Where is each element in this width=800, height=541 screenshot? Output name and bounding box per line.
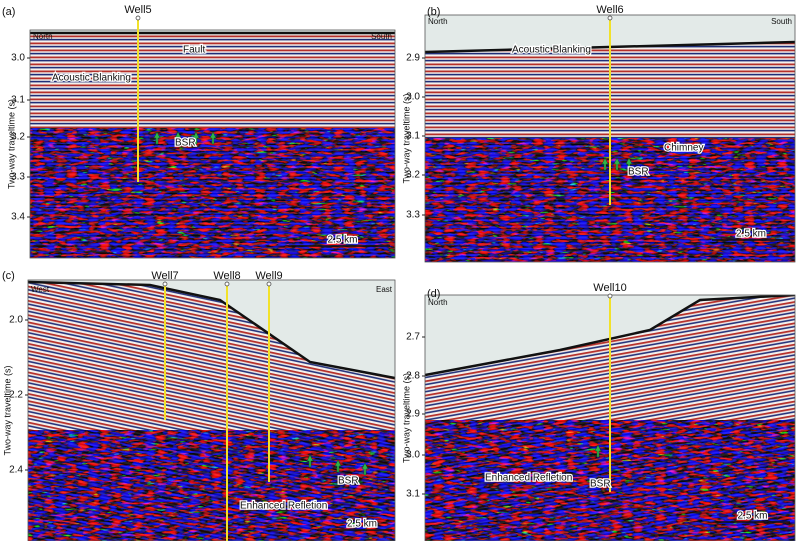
seafloor bbox=[425, 295, 795, 377]
well-label: Well9 bbox=[255, 270, 282, 282]
section bbox=[28, 280, 395, 541]
well-label: Well7 bbox=[151, 270, 178, 282]
frame bbox=[29, 29, 396, 259]
annotation: Enhanced Refletion bbox=[240, 501, 327, 512]
bsr-arrow bbox=[601, 157, 609, 171]
direction: East bbox=[376, 285, 393, 294]
y-axis-label: Two-way traveltime (s) bbox=[2, 365, 12, 455]
y-tick-label: 3.2 bbox=[406, 170, 420, 181]
scale-label: 2.5 km bbox=[737, 511, 767, 522]
chaotic-zone bbox=[30, 128, 395, 258]
bsr-arrow bbox=[153, 131, 161, 145]
well-head bbox=[135, 15, 141, 21]
annotation: BSR bbox=[628, 167, 649, 178]
y-tick-label: 3.2 bbox=[11, 132, 25, 143]
panel-label: (b) bbox=[427, 6, 440, 18]
bsr-arrow bbox=[361, 462, 369, 476]
panel-label: (c) bbox=[2, 270, 15, 282]
well-head bbox=[607, 15, 613, 21]
panel: 3.0 3.1 3.2 3.3 3.4 Two-way traveltime (s) (a)… bbox=[2, 4, 396, 259]
scale-label: 2.5 km bbox=[327, 235, 357, 246]
y-axis-label: Two-way traveltime (s) bbox=[6, 99, 16, 189]
y-tick-label: 3.1 bbox=[406, 489, 420, 500]
y-tick-label: 3.0 bbox=[406, 450, 420, 461]
direction: North bbox=[428, 17, 448, 26]
bsr-arrow bbox=[174, 131, 182, 145]
panel: 2.7 2.8 2.9 3.0 3.1 Two-way traveltime (s) (d)… bbox=[401, 282, 796, 541]
frame bbox=[27, 279, 396, 541]
y-axis-label: Two-way traveltime (s) bbox=[401, 93, 411, 183]
direction: West bbox=[31, 285, 50, 294]
y-tick-label: 2.8 bbox=[406, 371, 420, 382]
y-tick-label: 3.1 bbox=[406, 131, 420, 142]
annotation: BSR bbox=[175, 138, 196, 149]
frame bbox=[424, 14, 796, 263]
y-tick-label: 2.2 bbox=[9, 390, 23, 401]
y-tick-label: 3.0 bbox=[11, 53, 25, 64]
panel: 2.9 3.0 3.1 3.2 3.3 Two-way traveltime (s) (b)… bbox=[401, 4, 796, 263]
scale-label: 2.5 km bbox=[347, 519, 377, 530]
y-tick-label: 3.4 bbox=[11, 212, 25, 223]
well-head bbox=[607, 293, 613, 299]
y-tick-label: 3.1 bbox=[11, 95, 25, 106]
annotation: Acoustic Blanking bbox=[52, 73, 131, 84]
well-label: Well10 bbox=[593, 282, 626, 294]
panel-label: (d) bbox=[427, 288, 440, 300]
annotation: Acoustic Blanking bbox=[512, 45, 591, 56]
scale-label: 2.5 km bbox=[736, 229, 766, 240]
annotation: Enhanced Refletion bbox=[485, 473, 572, 484]
annotation: BSR bbox=[338, 476, 359, 487]
well-head bbox=[224, 281, 230, 287]
y-tick-label: 3.3 bbox=[406, 210, 420, 221]
panel: 2.0 2.2 2.4 Two-way traveltime (s) (c) West Ea… bbox=[2, 270, 396, 541]
annotation: Fault bbox=[183, 45, 205, 56]
y-tick-label: 3.3 bbox=[11, 172, 25, 183]
panel-label: (a) bbox=[2, 6, 15, 18]
bsr-arrow bbox=[306, 454, 314, 468]
well-label: Well8 bbox=[213, 270, 240, 282]
annotation: BSR bbox=[590, 479, 611, 490]
y-tick-label: 2.4 bbox=[9, 465, 23, 476]
well-label: Well5 bbox=[124, 4, 151, 16]
direction: South bbox=[771, 17, 792, 26]
bsr-arrow bbox=[334, 459, 342, 473]
section bbox=[30, 30, 395, 258]
annotation: Chimney bbox=[664, 143, 703, 154]
seafloor bbox=[28, 280, 395, 380]
bsr-arrow bbox=[625, 157, 633, 171]
y-tick-label: 2.7 bbox=[406, 332, 420, 343]
y-tick-label: 2.9 bbox=[406, 53, 420, 64]
y-tick-label: 2.0 bbox=[9, 315, 23, 326]
well-head bbox=[266, 281, 272, 287]
direction: North bbox=[33, 32, 53, 41]
bsr-arrow bbox=[209, 131, 217, 145]
bsr-arrow bbox=[613, 157, 621, 171]
well-label: Well6 bbox=[596, 4, 623, 16]
bsr-arrow bbox=[594, 444, 602, 458]
direction: South bbox=[371, 32, 392, 41]
well-head bbox=[162, 281, 168, 287]
y-tick-label: 2.9 bbox=[406, 409, 420, 420]
y-tick-label: 3.0 bbox=[406, 92, 420, 103]
direction: North bbox=[428, 298, 448, 307]
chaotic-zone bbox=[28, 430, 395, 541]
bsr-arrow bbox=[192, 131, 200, 145]
y-axis-label: Two-way traveltime (s) bbox=[401, 373, 411, 463]
